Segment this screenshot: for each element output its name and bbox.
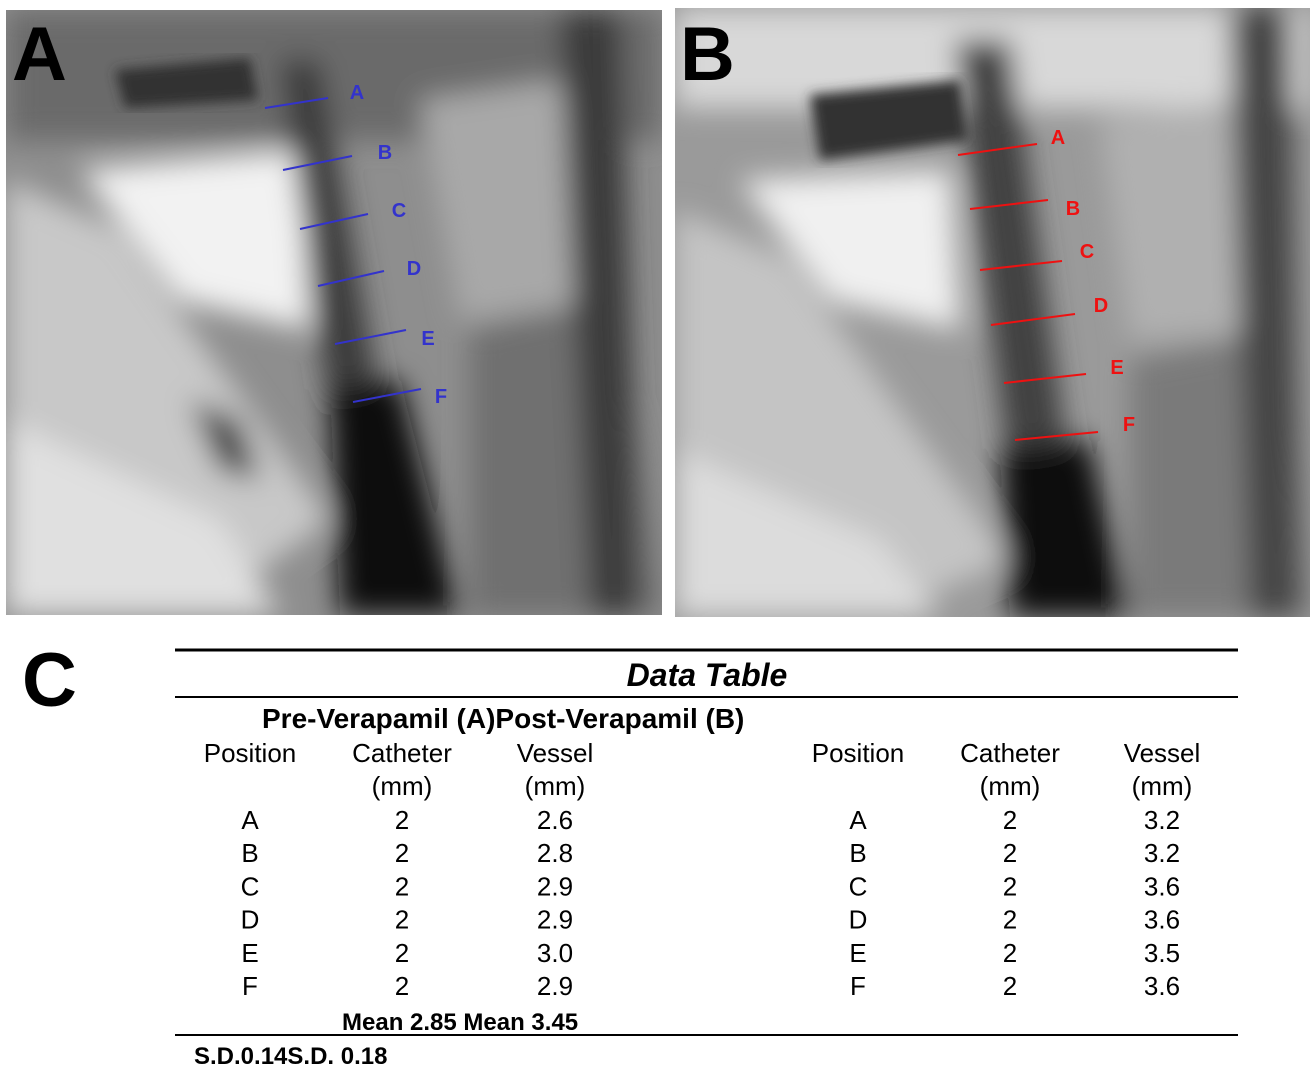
marker-label: C [392,200,406,222]
table-cell: 3.5 [1144,938,1180,968]
marker-label: B [1066,198,1080,220]
marker-line [1014,431,1099,441]
group-heading: Pre-Verapamil (A)Post-Verapamil (B) [262,703,744,734]
table-cell: F [242,971,258,1001]
sd: S.D.0.14 [194,1043,288,1067]
panel-label: A [12,12,67,97]
marker-line [352,388,422,403]
marker-label: D [407,258,421,280]
angiogram-a [6,10,662,615]
table-cell: 2 [395,805,409,835]
table-cell: 2 [1003,838,1017,868]
marker-line [299,213,369,230]
marker-label: A [1051,127,1065,149]
column-header: (mm) [372,771,433,801]
table-cell: A [241,805,259,835]
table-cell: 2 [395,905,409,935]
table-cell: E [241,938,258,968]
column-header: Position [204,738,297,768]
column-header: (mm) [980,771,1041,801]
marker-line [957,143,1038,156]
table-cell: 2 [1003,871,1017,901]
table-cell: 3.6 [1144,905,1180,935]
table-cell: C [849,871,868,901]
marker-line [264,97,329,109]
table-cell: E [849,938,866,968]
marker-label: E [1110,357,1123,379]
table-cell: 2.9 [537,871,573,901]
sd: S.D. 0.18 [287,1043,387,1067]
marker-line [979,260,1063,271]
marker-label: B [378,142,392,164]
group-name: Pre-Verapamil (A) [262,703,495,734]
mean: Mean 2.85 [342,1009,457,1036]
marker-line [990,313,1076,326]
group-name: Post-Verapamil (B) [495,703,744,734]
marker-line [317,270,385,287]
marker-label: A [350,82,364,104]
table-cell: 2.9 [537,971,573,1001]
table-cell: 2 [395,838,409,868]
table-cell: C [241,871,260,901]
column-header: (mm) [1132,771,1193,801]
panel-label: B [680,12,735,97]
table-cell: 2 [1003,971,1017,1001]
table-cell: D [241,905,260,935]
table-cell: 2 [1003,938,1017,968]
marker-label: C [1080,241,1094,263]
panel-label: C [22,638,77,723]
marker-line [969,199,1049,210]
sd-row: S.D.0.14S.D. 0.18 [194,1043,387,1067]
mean: Mean 3.45 [463,1009,578,1036]
table-cell: 2.6 [537,805,573,835]
table-cell: 3.6 [1144,871,1180,901]
marker-line [1003,373,1087,384]
marker-label: E [421,328,434,350]
table-cell: 2.8 [537,838,573,868]
table-cell: 2 [395,971,409,1001]
table-cell: 3.6 [1144,971,1180,1001]
marker-label: F [1123,414,1135,436]
marker-label: F [435,386,447,408]
table-cell: 2 [1003,905,1017,935]
table-cell: F [850,971,866,1001]
marker-label: D [1094,295,1108,317]
column-header: Vessel [517,738,594,768]
table-cell: 2 [1003,805,1017,835]
table-cell: 2 [395,938,409,968]
table-cell: 2 [395,871,409,901]
column-header: Vessel [1124,738,1201,768]
column-header: (mm) [525,771,586,801]
table-cell: 3.2 [1144,805,1180,835]
marker-line [282,155,353,171]
marker-line [334,329,407,345]
table-cell: A [849,805,867,835]
table-cell: B [849,838,866,868]
table-cell: B [241,838,258,868]
table-title: Data Table [627,657,788,693]
angiogram-b [675,8,1310,617]
column-header: Position [812,738,905,768]
mean-row: Mean 2.85 Mean 3.45 [342,1009,578,1036]
table-cell: D [849,905,868,935]
table-cell: 2.9 [537,905,573,935]
table-cell: 3.0 [537,938,573,968]
table-cell: 3.2 [1144,838,1180,868]
column-header: Catheter [960,738,1060,768]
column-header: Catheter [352,738,452,768]
